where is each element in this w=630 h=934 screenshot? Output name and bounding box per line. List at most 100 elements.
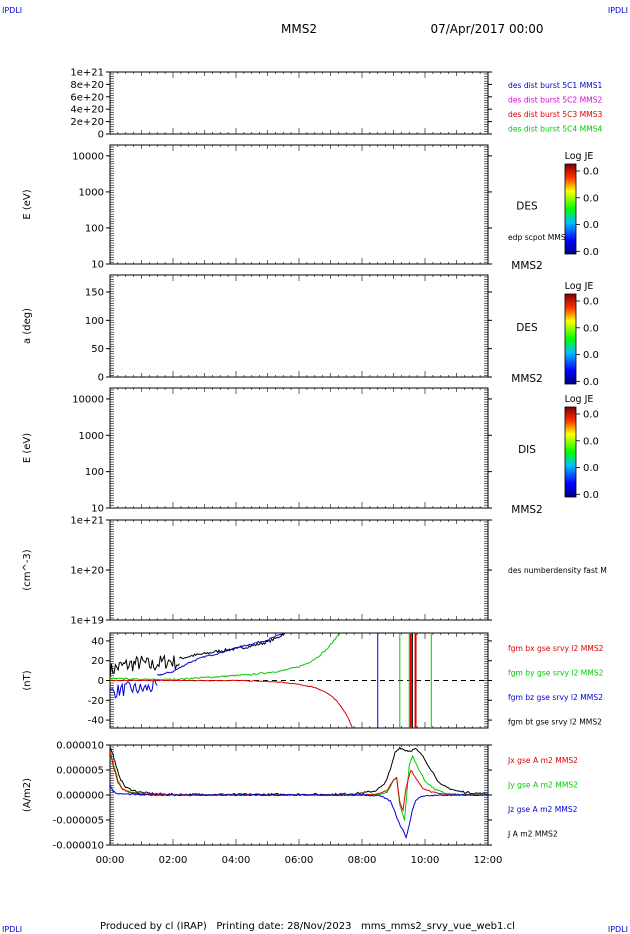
y-axis-label: (A/m2) [22,778,33,812]
corner-mark-bottom-right: IPDLI [608,925,628,934]
time-axis: 00:00 02:00 04:00 06:00 08:00 10:00 12:00 [96,855,503,866]
series-line-6 [110,679,354,728]
y-tick-label: -20 [88,696,104,707]
colorbar-tick-label: 0.0 [583,350,599,361]
corner-mark-bottom-left: IPDLI [2,925,22,934]
y-tick-label: 40 [91,636,104,647]
time-ticks [109,745,489,845]
y-tick-label: 0.000000 [56,791,104,802]
spacecraft-label: MMS2 [511,504,542,516]
y-tick-label: -0.000010 [53,841,104,852]
legend-entry: fgm bx gse srvy l2 MMS2 [508,644,604,653]
legend-entry: fgm bt gse srvy l2 MMS2 [508,718,602,727]
colorbar-title: Log JE [565,151,594,162]
time-ticks [109,275,489,377]
y-axis-label: (nT) [22,670,33,690]
time-tick-label: 02:00 [159,855,188,866]
y-tick-label: -0.000005 [53,816,104,827]
y-tick-label: 150 [85,288,104,299]
panel-4: 10000 1000 100 10 E (eV) DIS MMS2 Log JE 0.0 0.0 0… [22,387,599,516]
panel-7: 0.000010 0.000005 0.000000 -0.000005 -0.0000… [22,741,578,852]
y-tick-label: 6e+20 [70,92,104,103]
panel-6: 40 20 0 -20 -40 (nT) fgm bx gse srvy l2 MMS2 fg… [22,632,604,729]
y-tick-label: 4e+20 [70,105,104,116]
minor-ticks [110,276,488,376]
y-tick-label: 0.000005 [56,766,104,777]
legend-entry: des dist burst 5C4 MMS4 [508,125,603,134]
minor-ticks [110,746,488,844]
colorbar-tick-label: 0.0 [583,297,599,308]
time-tick-label: 06:00 [285,855,314,866]
plot-frame [109,144,489,265]
colorbar [564,406,577,498]
spacecraft-label: MMS2 [511,373,542,385]
legend-entry: des dist burst 5C3 MMS3 [508,110,603,119]
y-tick-label: 10000 [72,394,104,405]
overlay-label: edp scpot MMS2 [508,233,571,242]
y-tick-label: 1e+19 [70,616,104,627]
legend-entry: fgm by gse srvy l2 MMS2 [508,669,604,678]
footer-credit: Produced by cl (IRAP) Printing date: 28/… [100,921,515,932]
legend-entry: J A m2 MMS2 [507,830,558,839]
y-tick-label: 100 [85,316,104,327]
colorbar-tick-label: 0.0 [583,167,599,178]
minor-ticks [110,146,488,263]
panel-3: 150 100 50 0 a (deg) DES MMS2 Log JE 0.0 0.0 0.0 0.… [22,274,599,388]
minor-ticks [110,73,488,132]
y-axis-label: (cm^-3) [22,549,33,590]
time-tick-label: 10:00 [411,855,440,866]
corner-mark-top-right: IPDLI [608,6,628,15]
series-line-3 [110,678,158,699]
spacecraft-label: MMS2 [511,260,542,272]
y-tick-label: 1000 [79,431,104,442]
legend-entry: des dist burst 5C2 MMS2 [508,96,603,105]
y-tick-label: 20 [91,656,104,667]
legend-entry: Jz gse A m2 MMS2 [507,805,578,814]
series-line-4 [157,633,286,676]
corner-mark-top-left: IPDLI [2,6,22,15]
y-tick-label: 1e+21 [70,68,104,79]
header-date: 07/Apr/2017 00:00 [430,22,543,36]
time-ticks [109,388,489,508]
colorbar-tick-label: 0.0 [583,463,599,474]
series-line-1 [110,654,180,679]
colorbar-tick-label: 0.0 [583,436,599,447]
colorbar-tick-label: 0.0 [583,410,599,421]
time-ticks [109,145,489,264]
panel-5: 1e+21 1e+20 1e+19 (cm^-3) des numberdensity … [22,516,607,627]
time-tick-label: 00:00 [96,855,125,866]
minor-ticks [110,521,488,619]
y-tick-label: 0 [98,676,104,687]
colorbar-title: Log JE [565,394,594,405]
colorbar-tick-label: 0.0 [583,193,599,204]
y-tick-label: 1e+20 [70,566,104,577]
colorbar-title: Log JE [565,281,594,292]
series-line-5 [110,633,341,681]
y-tick-label: 10 [91,504,104,515]
time-tick-label: 08:00 [348,855,377,866]
minor-ticks [110,634,488,727]
legend-entry: fgm bz gse srvy l2 MMS2 [508,693,603,702]
time-tick-label: 12:00 [474,855,503,866]
plot-frame [109,274,489,378]
y-tick-label: 0 [98,130,104,141]
y-tick-label: 0.000010 [56,741,104,752]
colorbar-tick-label: 0.0 [583,377,599,388]
series-line-2 [110,752,488,821]
panel-2: 10000 1000 100 10 E (eV) DES MMS2 edp scpot MMS… [22,144,599,272]
legend-entry: des dist burst 5C1 MMS1 [508,81,603,90]
colorbar-tick-label: 0.0 [583,490,599,501]
series-line-1 [110,746,488,797]
data-area [110,633,432,728]
y-tick-label: 10 [91,260,104,271]
time-ticks [109,72,489,134]
series-line-2 [178,633,286,660]
series-line-4 [110,784,488,840]
plot-frame [109,71,489,135]
y-axis-label: E (eV) [22,433,33,463]
time-ticks [109,520,489,620]
plot-frame [109,519,489,621]
